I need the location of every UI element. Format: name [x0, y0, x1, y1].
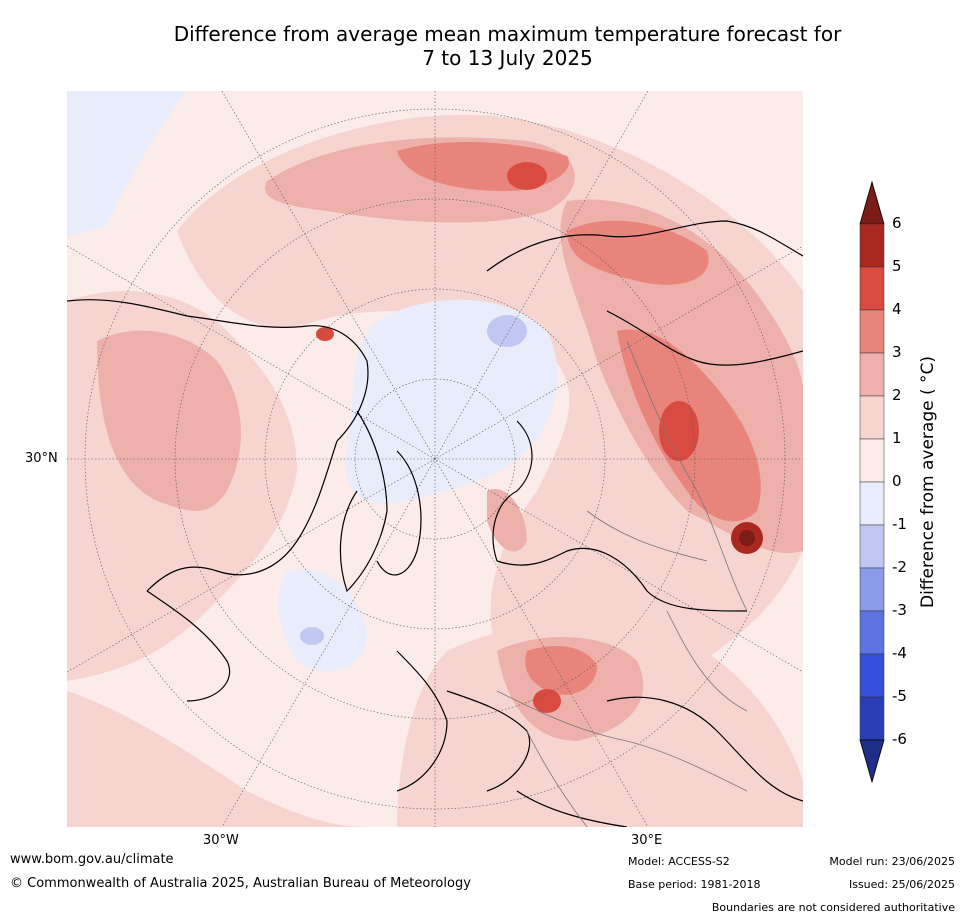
lon-label-30e: 30°E: [631, 833, 663, 848]
colorbar-tick-label: -3: [892, 601, 907, 619]
colorbar-tick-label: -5: [892, 687, 907, 705]
colorbar-tick-label: 5: [892, 257, 902, 275]
anomaly-canada-2-3: [97, 330, 241, 511]
footer-model-run: Model run: 23/06/2025: [829, 855, 955, 868]
anomaly-black-sea-3-4: [525, 646, 597, 695]
anomaly-taimyr-3-4: [567, 220, 709, 285]
footer-disclaimer: Boundaries are not considered authoritat…: [711, 901, 955, 914]
colorbar-steps: [859, 223, 885, 741]
colorbar-tick-label: 3: [892, 343, 902, 361]
title-line-1: Difference from average mean maximum tem…: [173, 22, 842, 46]
anomaly-hotspot-4-5-c: [533, 689, 561, 713]
colorbar-label: Difference from average ( °C): [918, 355, 938, 609]
footer-copyright: © Commonwealth of Australia 2025, Austra…: [10, 876, 471, 891]
lat-label-30n: 30°N: [25, 451, 58, 466]
anomaly-polar-cool-1-2: [487, 315, 527, 347]
colorbar: [859, 180, 885, 784]
colorbar-step: [859, 395, 885, 440]
colorbar-tick-label: -6: [892, 730, 907, 748]
colorbar-step: [859, 481, 885, 526]
colorbar-step: [859, 696, 885, 741]
footer-base-period: Base period: 1981-2018: [628, 878, 761, 891]
title-line-2: 7 to 13 July 2025: [422, 46, 593, 70]
forecast-map: [67, 91, 803, 827]
colorbar-step: [859, 653, 885, 698]
map-title: Difference from average mean maximum tem…: [40, 22, 965, 70]
colorbar-tick-label: -2: [892, 558, 907, 576]
footer-website[interactable]: www.bom.gov.au/climate: [10, 852, 174, 867]
colorbar-step: [859, 438, 885, 483]
country-borders: [496, 340, 748, 827]
colorbar-tick-label: -4: [892, 644, 907, 662]
footer-model: Model: ACCESS-S2: [628, 855, 730, 868]
colorbar-step: [859, 266, 885, 311]
graticule: [67, 91, 803, 827]
colorbar-tick-label: 6: [892, 214, 902, 232]
anomaly-scandinavia-2-3: [487, 489, 527, 552]
footer-issued: Issued: 25/06/2025: [848, 878, 955, 891]
anomaly-hotspot-6: [739, 530, 755, 546]
anomaly-atlantic-cool: [278, 569, 367, 671]
colorbar-step: [859, 352, 885, 397]
colorbar-extend-top: [859, 180, 885, 225]
colorbar-step: [859, 524, 885, 569]
anomaly-hotspot-4-5-d: [316, 327, 334, 341]
colorbar-extend-bottom: [859, 739, 885, 784]
colorbar-tick-label: 2: [892, 386, 902, 404]
anomaly-southwest-1-2: [67, 691, 367, 827]
colorbar-step: [859, 309, 885, 354]
colorbar-tick-label: 4: [892, 300, 902, 318]
colorbar-step: [859, 567, 885, 612]
lon-label-30w: 30°W: [203, 833, 239, 848]
anomaly-cool-corner: [67, 91, 187, 236]
colorbar-tick-label: 1: [892, 429, 902, 447]
colorbar-step: [859, 223, 885, 268]
colorbar-tick-label: 0: [892, 472, 902, 490]
anomaly-hotspot-4-5-a: [659, 401, 699, 461]
colorbar-tick-label: -1: [892, 515, 907, 533]
anomaly-hotspot-4-5-b: [507, 162, 547, 190]
anomaly-atlantic-cool-1-2: [300, 627, 324, 645]
anomaly-map-svg: [67, 91, 803, 827]
colorbar-step: [859, 610, 885, 655]
